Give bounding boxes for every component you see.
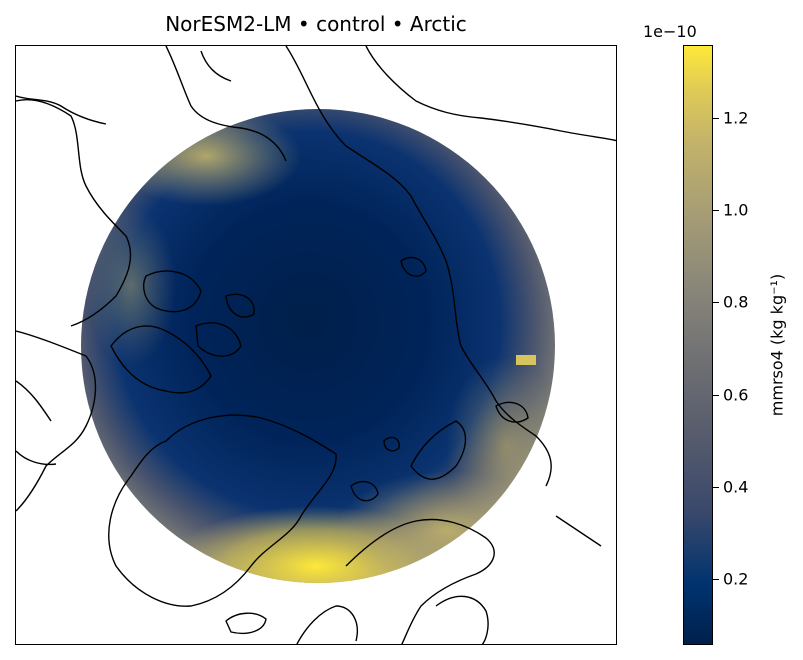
colorbar-tick-label: 1.2 bbox=[723, 108, 749, 128]
colorbar-tick bbox=[713, 118, 719, 119]
data-field-disk bbox=[81, 109, 555, 583]
colorbar bbox=[683, 45, 713, 645]
colorbar-tick bbox=[713, 395, 719, 396]
colorbar-tick-label: 1.0 bbox=[723, 200, 749, 220]
colorbar-tick bbox=[713, 487, 719, 488]
colorbar-tick-label: 0.8 bbox=[723, 292, 749, 312]
coastline-alaska bbox=[16, 95, 107, 125]
coastline-north-america bbox=[16, 330, 97, 512]
map-panel bbox=[15, 45, 617, 645]
coastline-svalbard bbox=[350, 480, 379, 502]
colorbar-tick-label: 0.4 bbox=[723, 477, 749, 497]
colorbar-tick bbox=[713, 210, 719, 211]
colorbar-exponent: 1e−10 bbox=[643, 22, 697, 41]
colorbar-tick-label: 0.6 bbox=[723, 385, 749, 405]
coastlines bbox=[16, 46, 616, 644]
coastline-arctic-archipelago bbox=[110, 325, 212, 394]
coastline-siberia bbox=[285, 46, 552, 487]
colorbar-tick bbox=[713, 302, 719, 303]
colorbar-tick bbox=[713, 579, 719, 580]
coastline-scandinavia bbox=[345, 518, 495, 644]
coastline-greenland bbox=[108, 414, 337, 607]
colorbar-label: mmrso4 (kg kg⁻¹) bbox=[767, 273, 787, 417]
plot-title: NorESM2-LM • control • Arctic bbox=[165, 12, 467, 36]
coastline-iceland bbox=[225, 612, 267, 635]
colorbar-tick-label: 0.2 bbox=[723, 569, 749, 589]
map-canvas bbox=[16, 46, 616, 644]
coastline-novaya-zemlya bbox=[410, 420, 467, 480]
